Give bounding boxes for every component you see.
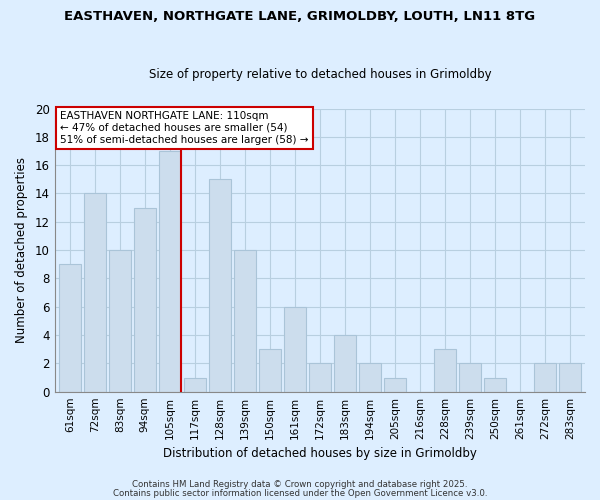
Bar (158, 151, 181, 392)
Bar (184, 378, 206, 392)
Title: Size of property relative to detached houses in Grimoldby: Size of property relative to detached ho… (149, 68, 491, 81)
X-axis label: Distribution of detached houses by size in Grimoldby: Distribution of detached houses by size … (163, 447, 477, 460)
Bar (109, 250, 131, 392)
Bar (334, 335, 356, 392)
Text: EASTHAVEN NORTHGATE LANE: 110sqm
← 47% of detached houses are smaller (54)
51% o: EASTHAVEN NORTHGATE LANE: 110sqm ← 47% o… (60, 112, 308, 144)
Bar (484, 378, 506, 392)
Bar (59, 264, 81, 392)
Bar (559, 364, 581, 392)
Bar (434, 349, 456, 392)
Bar (383, 378, 406, 392)
Bar (209, 180, 231, 392)
Bar (83, 194, 106, 392)
Bar (284, 306, 306, 392)
Bar (308, 364, 331, 392)
Bar (233, 250, 256, 392)
Bar (134, 208, 156, 392)
Bar (459, 364, 481, 392)
Text: EASTHAVEN, NORTHGATE LANE, GRIMOLDBY, LOUTH, LN11 8TG: EASTHAVEN, NORTHGATE LANE, GRIMOLDBY, LO… (64, 10, 536, 23)
Text: Contains public sector information licensed under the Open Government Licence v3: Contains public sector information licen… (113, 488, 487, 498)
Bar (534, 364, 556, 392)
Y-axis label: Number of detached properties: Number of detached properties (15, 157, 28, 343)
Text: Contains HM Land Registry data © Crown copyright and database right 2025.: Contains HM Land Registry data © Crown c… (132, 480, 468, 489)
Bar (359, 364, 381, 392)
Bar (259, 349, 281, 392)
